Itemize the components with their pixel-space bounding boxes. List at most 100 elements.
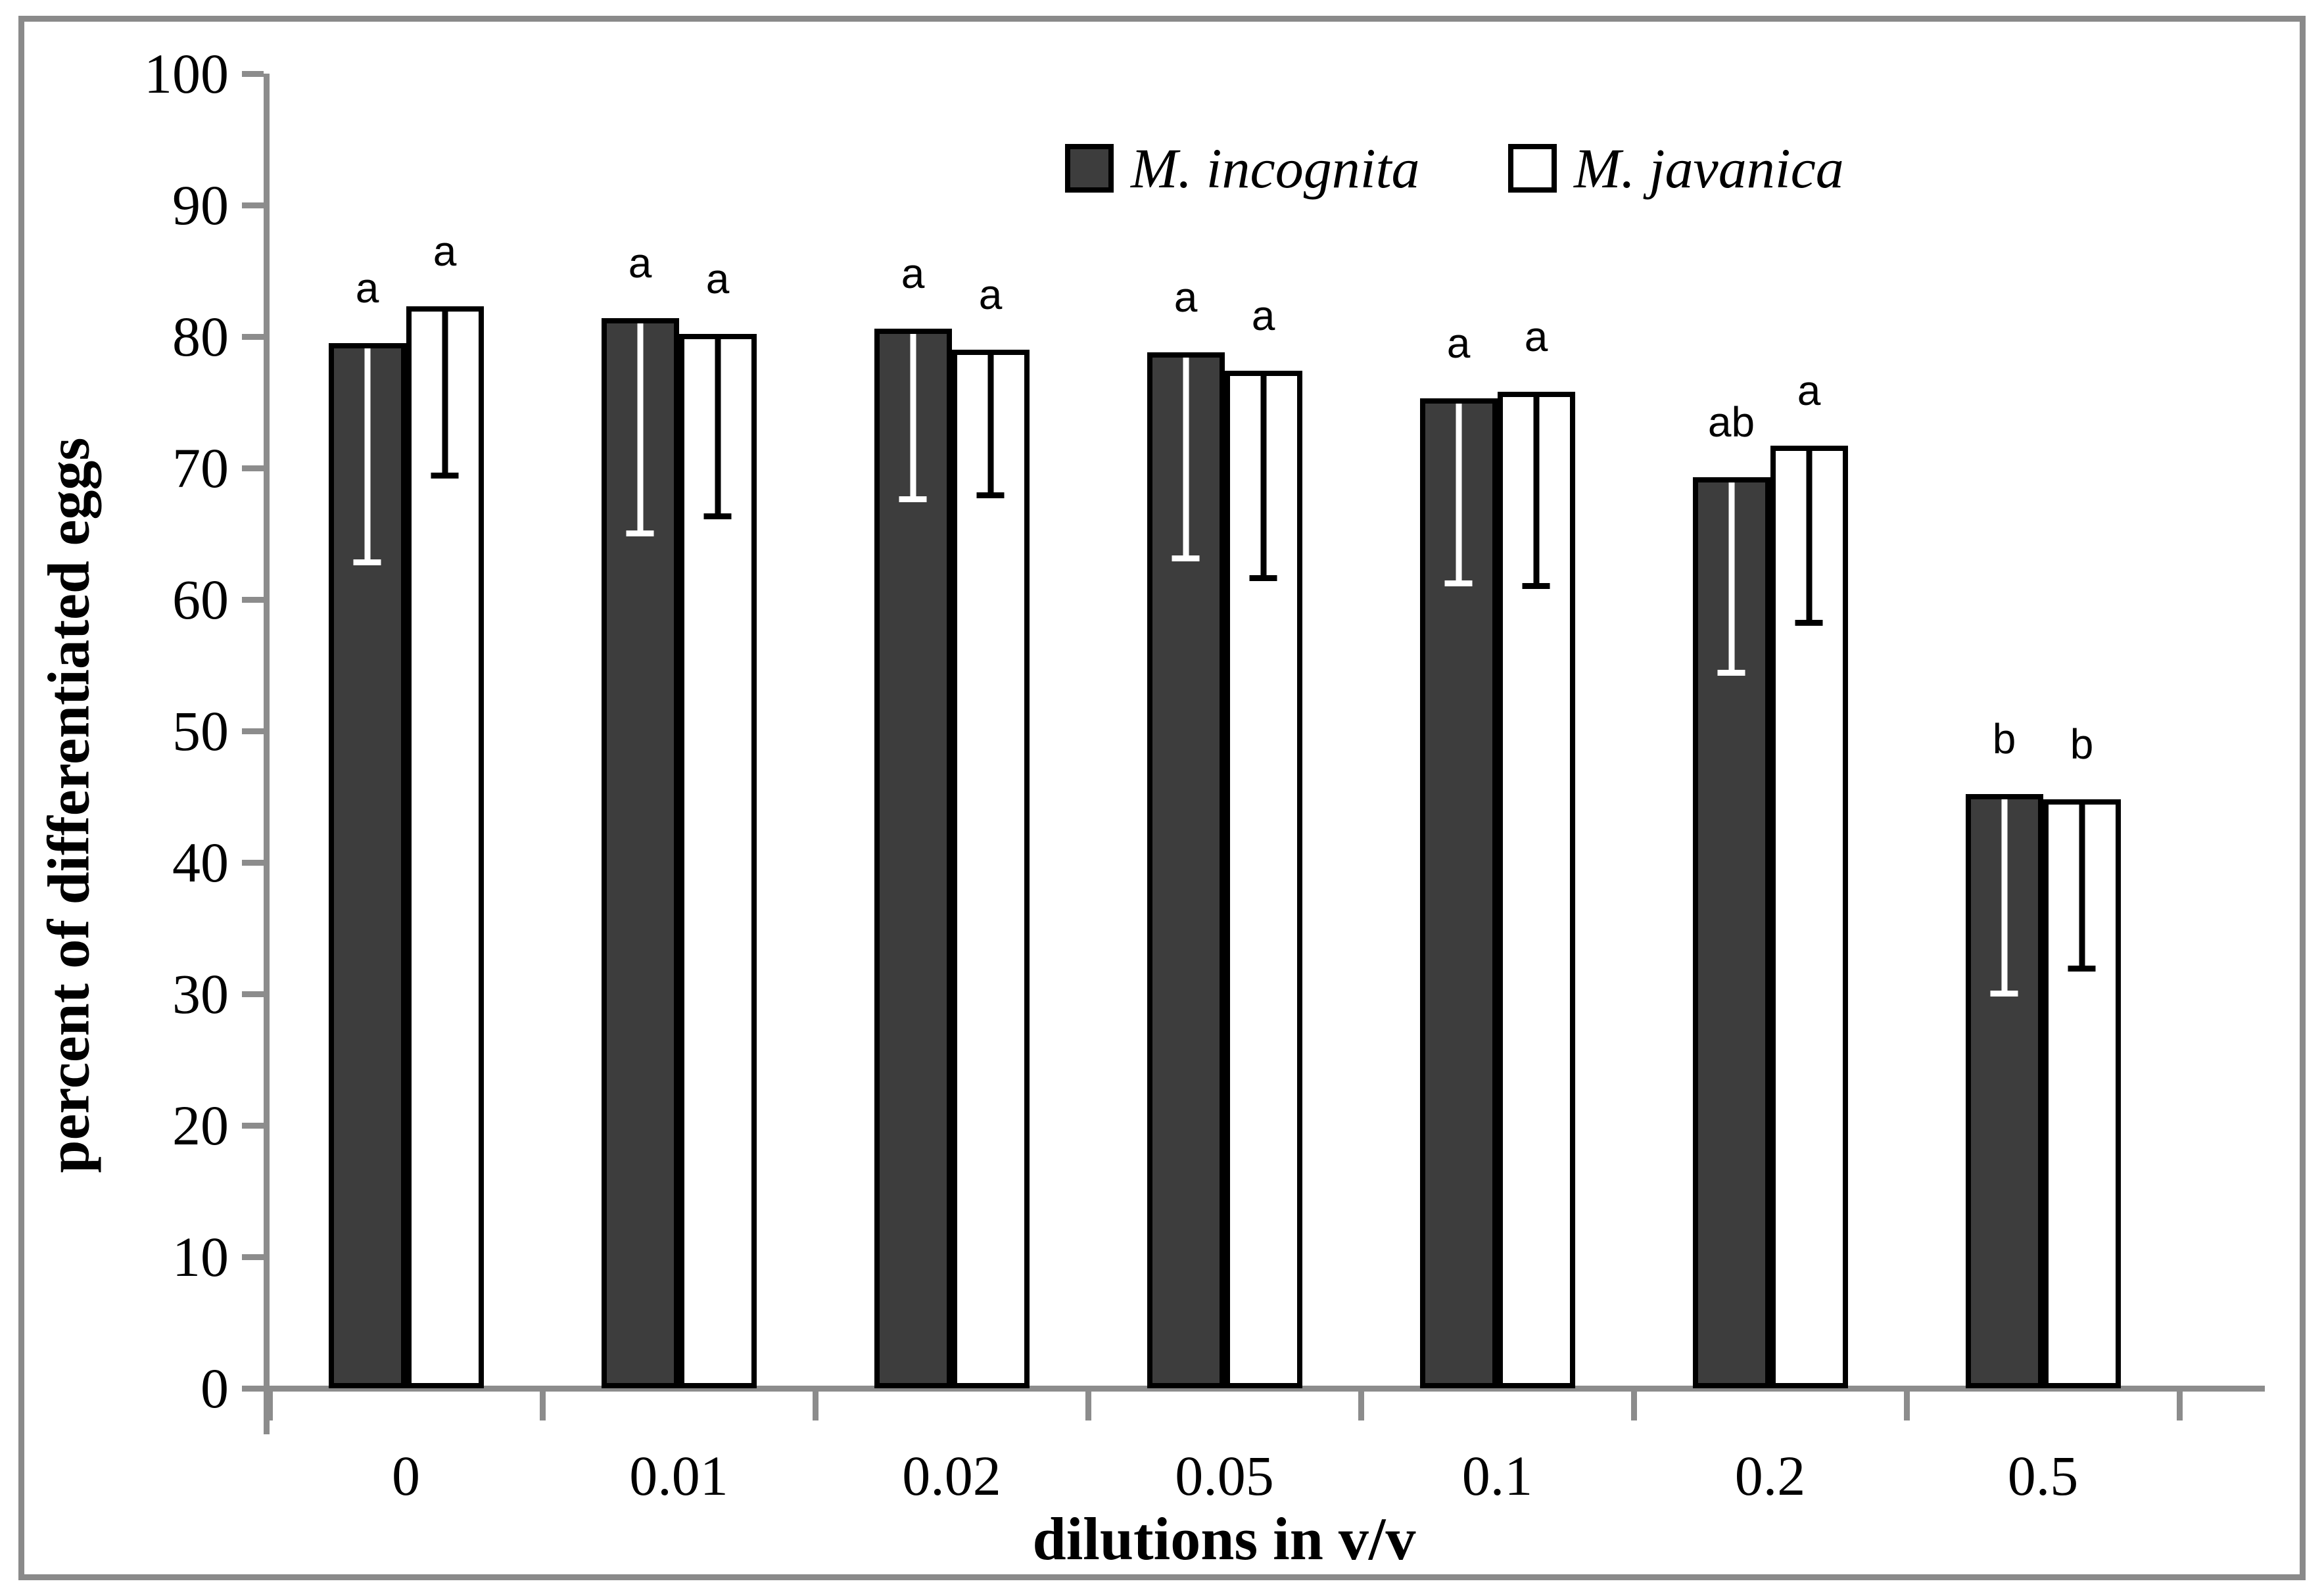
x-tick-label: 0.1: [1461, 1444, 1533, 1507]
bar-javanica-0.2: [1770, 446, 1848, 1388]
legend-label: M. javanica: [1574, 136, 1844, 200]
bar-javanica-0: [406, 306, 484, 1388]
significance-letter: a: [1524, 313, 1548, 360]
x-tick: [1358, 1392, 1364, 1420]
error-bar: [353, 348, 381, 565]
error-bar-cap: [1990, 991, 2018, 997]
y-tick-label: 60: [172, 568, 229, 631]
y-tick-label: 90: [172, 174, 229, 237]
plot-area: 0 10 20 30 40 50 60 70 80 90 100 0 0.01 0.02 0.05 0.1 0…: [144, 45, 2265, 1504]
significance-letter: b: [1992, 715, 2016, 763]
y-tick-label: 100: [144, 42, 229, 105]
error-bar: [2068, 805, 2096, 972]
y-tick-label: 70: [172, 436, 229, 500]
bar-incognita-0.01: [601, 318, 679, 1388]
filled-square-swatch-icon: [1065, 143, 1114, 193]
significance-letter: a: [978, 271, 1003, 318]
error-bar-cap: [1444, 580, 1473, 586]
bar-javanica-0.05: [1224, 371, 1302, 1388]
x-tick-label: 0.01: [629, 1444, 728, 1507]
x-tick-label: 0.05: [1175, 1444, 1274, 1507]
y-axis-line: [264, 74, 270, 1434]
y-tick: [242, 860, 264, 866]
y-tick: [242, 71, 264, 77]
y-tick: [242, 1254, 264, 1260]
x-tick: [267, 1392, 273, 1420]
significance-letter: a: [355, 264, 379, 312]
legend-label: M. incognita: [1131, 136, 1420, 200]
significance-letter: a: [1251, 292, 1275, 339]
y-tick: [242, 465, 264, 471]
significance-letter: a: [628, 239, 652, 287]
significance-letter: b: [2070, 720, 2094, 768]
error-bar: [626, 323, 654, 536]
x-tick-label: 0: [392, 1444, 420, 1507]
error-bar-cap: [626, 530, 654, 536]
bar-incognita-0.02: [874, 329, 952, 1388]
y-tick: [242, 202, 264, 208]
error-bar-cap: [899, 496, 927, 502]
y-tick: [242, 1386, 264, 1392]
x-tick-label: 0.02: [902, 1444, 1001, 1507]
significance-letter: ab: [1707, 398, 1755, 446]
y-tick-label: 0: [201, 1357, 229, 1420]
error-bar-cap: [2068, 966, 2096, 972]
bar-javanica-0.5: [2043, 799, 2121, 1388]
significance-letter: a: [1797, 367, 1821, 414]
y-tick-label: 10: [172, 1225, 229, 1288]
y-tick: [242, 728, 264, 734]
x-axis-line: [264, 1386, 2265, 1392]
open-square-swatch-icon: [1508, 143, 1557, 193]
x-tick: [1631, 1392, 1637, 1420]
x-tick: [540, 1392, 546, 1420]
y-tick: [242, 334, 264, 340]
x-tick-label: 0.2: [1734, 1444, 1806, 1507]
significance-letter: a: [1446, 319, 1471, 367]
error-bar-cap: [1249, 575, 1277, 581]
error-bar: [899, 334, 927, 502]
x-tick: [2177, 1392, 2183, 1420]
error-bar-cap: [1795, 620, 1823, 626]
error-bar: [1795, 451, 1823, 626]
y-tick-label: 80: [172, 305, 229, 368]
bar-incognita-0: [328, 343, 406, 1388]
x-tick: [1904, 1392, 1910, 1420]
error-bar-cap: [1172, 555, 1200, 561]
error-bar-cap: [976, 492, 1005, 498]
x-tick-label: 0.5: [2007, 1444, 2079, 1507]
error-bar: [1444, 404, 1473, 586]
bar-incognita-0.5: [1965, 794, 2043, 1388]
y-tick-label: 20: [172, 1094, 229, 1157]
bar-javanica-0.1: [1497, 392, 1575, 1388]
error-bar: [431, 312, 459, 479]
x-axis-title: dilutions in v/v: [1032, 1505, 1416, 1572]
bar-javanica-0.01: [678, 334, 757, 1388]
error-bar: [1990, 799, 2018, 997]
error-bar: [1172, 358, 1200, 561]
bar-javanica-0.02: [951, 350, 1030, 1388]
y-tick: [242, 597, 264, 603]
legend-item-javanica: M. javanica: [1508, 137, 1844, 199]
x-tick: [1085, 1392, 1091, 1420]
error-bar: [1249, 376, 1277, 581]
error-bar: [976, 355, 1005, 498]
error-bar-cap: [431, 473, 459, 479]
error-bar-cap: [1717, 670, 1745, 676]
significance-letter: a: [901, 250, 925, 297]
error-bar-cap: [1522, 583, 1550, 589]
bar-incognita-0.2: [1692, 477, 1770, 1388]
legend-item-incognita: M. incognita: [1065, 137, 1420, 199]
x-tick: [813, 1392, 818, 1420]
significance-letter: a: [1174, 273, 1198, 321]
bar-incognita-0.1: [1419, 398, 1498, 1388]
error-bar: [1717, 482, 1745, 676]
y-tick: [242, 991, 264, 997]
error-bar-cap: [703, 513, 732, 519]
y-axis-title: percent of differentiated eggs: [36, 437, 102, 1173]
significance-letter: a: [433, 227, 457, 275]
y-tick: [242, 1123, 264, 1129]
